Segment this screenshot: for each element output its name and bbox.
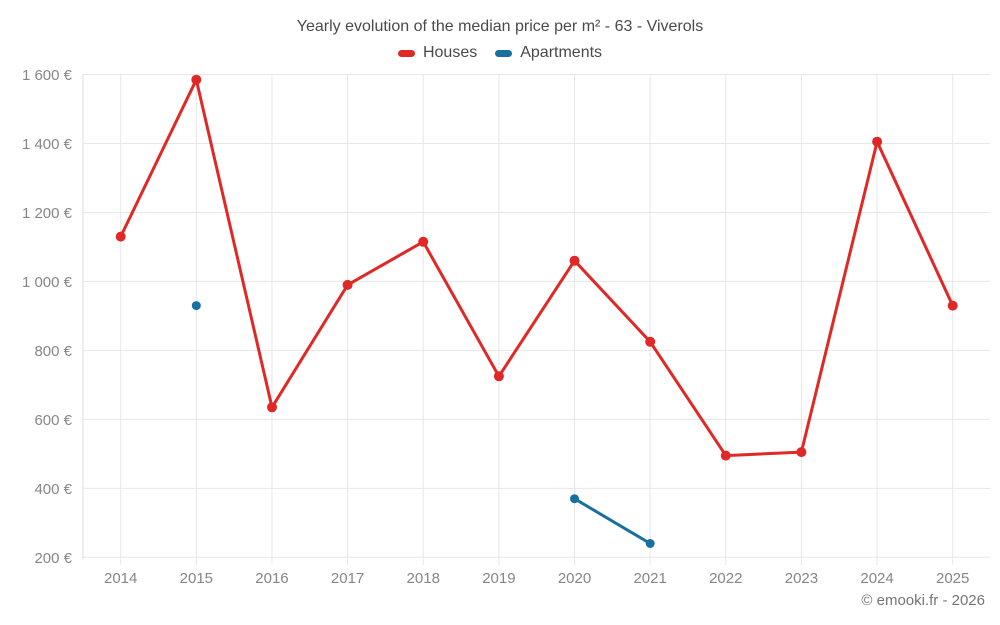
x-axis-tick-label: 2020 (558, 570, 591, 587)
data-point-houses-2024[interactable] (872, 136, 883, 147)
series-houses (115, 74, 958, 461)
y-axis-tick-label: 1 400 € (22, 136, 73, 153)
x-axis-tick-label: 2019 (482, 570, 515, 587)
y-axis-tick-label: 800 € (34, 343, 72, 360)
x-axis-tick-label: 2022 (709, 570, 742, 587)
legend-item-apartments[interactable]: Apartments (495, 44, 602, 62)
y-axis-tick-label: 1 000 € (22, 274, 73, 291)
data-point-houses-2025[interactable] (947, 300, 958, 311)
legend-item-houses[interactable]: Houses (397, 44, 478, 62)
x-axis-tick-label: 2015 (180, 570, 213, 587)
x-axis-tick-label: 2016 (255, 570, 288, 587)
x-axis-tick-label: 2024 (860, 570, 893, 587)
y-axis-tick-label: 600 € (34, 412, 72, 429)
series-line-apartments (573, 497, 652, 545)
data-point-houses-2023[interactable] (796, 447, 807, 458)
series-apartments (191, 301, 655, 548)
x-axis-tick-label: 2017 (331, 570, 364, 587)
data-point-houses-2015[interactable] (191, 74, 202, 85)
data-point-apartments-2020[interactable] (570, 494, 579, 504)
legend: Houses Apartments (10, 44, 990, 62)
data-point-houses-2019[interactable] (493, 371, 504, 382)
data-point-houses-2020[interactable] (569, 255, 580, 266)
chart-title: Yearly evolution of the median price per… (296, 18, 704, 35)
data-point-houses-2017[interactable] (342, 279, 353, 290)
series-line-houses (119, 78, 955, 458)
data-point-houses-2014[interactable] (115, 231, 126, 242)
data-point-houses-2016[interactable] (267, 402, 277, 413)
y-axis-tick-label: 1 600 € (22, 67, 73, 84)
apartments-series-swatch-icon (495, 49, 513, 57)
y-axis-tick-label: 200 € (34, 550, 72, 567)
y-axis-tick-label: 1 200 € (22, 205, 73, 222)
x-axis-tick-label: 2018 (407, 570, 440, 587)
data-point-houses-2021[interactable] (645, 336, 656, 347)
data-point-houses-2018[interactable] (418, 236, 429, 247)
x-axis-tick-label: 2014 (104, 570, 137, 587)
data-point-apartments-2015[interactable] (191, 301, 201, 311)
copyright-credit: © emooki.fr - 2026 (861, 592, 985, 609)
houses-legend-label: Houses (422, 44, 478, 61)
data-point-apartments-2021[interactable] (645, 539, 655, 548)
x-axis-tick-label: 2025 (936, 570, 969, 587)
y-axis-tick-label: 400 € (34, 481, 72, 498)
data-point-houses-2022[interactable] (720, 450, 731, 461)
x-axis-tick-label: 2021 (633, 570, 666, 587)
x-axis-tick-label: 2023 (785, 570, 818, 587)
apartments-legend-label: Apartments (520, 44, 603, 61)
houses-series-swatch-icon (397, 49, 415, 57)
